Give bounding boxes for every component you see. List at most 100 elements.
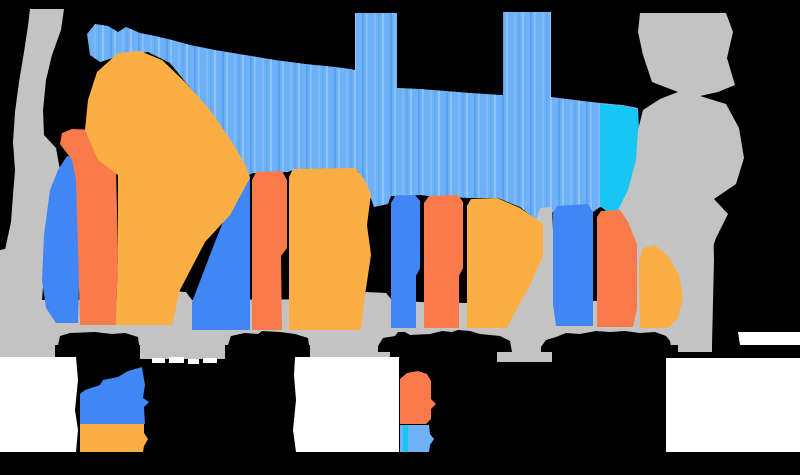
trend-streak bbox=[530, 12, 532, 240]
legend-swatch-blue[interactable] bbox=[80, 367, 149, 424]
trend-streak bbox=[282, 12, 284, 240]
trend-streak bbox=[234, 12, 236, 240]
bar-amber-group-1[interactable] bbox=[85, 51, 250, 325]
trend-streak bbox=[270, 12, 272, 240]
bar-orange-group-1[interactable] bbox=[60, 129, 118, 325]
white-dash bbox=[169, 357, 184, 363]
trend-streak bbox=[450, 12, 452, 240]
trend-streak bbox=[286, 12, 288, 240]
x-label-blob-3 bbox=[378, 330, 512, 352]
trend-streak bbox=[314, 12, 316, 240]
bar-amber-group-4[interactable] bbox=[639, 245, 683, 328]
trend-streak bbox=[550, 12, 552, 240]
x-axis-labels bbox=[58, 330, 672, 352]
trend-streak bbox=[346, 12, 348, 240]
trend-streak bbox=[362, 12, 364, 240]
trend-streak bbox=[250, 12, 252, 240]
trend-streak bbox=[594, 12, 596, 240]
trend-streak bbox=[390, 12, 392, 240]
trend-streak bbox=[290, 12, 292, 240]
trend-streak bbox=[470, 12, 472, 240]
bar-blue-group-4[interactable] bbox=[553, 204, 593, 326]
trend-streak bbox=[302, 12, 304, 240]
trend-streak bbox=[226, 12, 228, 240]
trend-streak bbox=[338, 12, 340, 240]
bar-blue-group-2[interactable] bbox=[192, 174, 250, 330]
trend-streak bbox=[566, 12, 568, 240]
legend-swatch-amber[interactable] bbox=[80, 424, 148, 452]
x-label-blob-2 bbox=[228, 331, 310, 352]
white-dash bbox=[152, 358, 165, 363]
trend-streak bbox=[422, 12, 424, 240]
bar-orange-group-3[interactable] bbox=[424, 195, 463, 328]
bar-blue-group-3[interactable] bbox=[391, 195, 420, 328]
trend-streak bbox=[330, 12, 332, 240]
x-label-blob-4 bbox=[541, 331, 672, 352]
white-background-patches bbox=[0, 332, 800, 452]
trend-streak bbox=[230, 12, 232, 240]
trend-streak bbox=[466, 12, 468, 240]
trend-streak bbox=[506, 12, 508, 240]
white-patch-middle bbox=[293, 357, 399, 452]
trend-streak bbox=[358, 12, 360, 240]
trend-streak bbox=[546, 12, 548, 240]
trend-streak bbox=[518, 12, 520, 240]
trend-streak bbox=[542, 12, 544, 240]
trend-streak bbox=[410, 12, 412, 240]
trend-streak bbox=[342, 12, 344, 240]
legend bbox=[80, 367, 436, 452]
trend-streak bbox=[474, 12, 476, 240]
white-patch-right bbox=[666, 358, 800, 452]
white-dash bbox=[188, 359, 199, 364]
legend-swatch-lightblue[interactable] bbox=[400, 425, 434, 452]
baseline-floor-strip bbox=[0, 170, 714, 345]
trend-streak bbox=[490, 12, 492, 240]
trend-streak bbox=[458, 12, 460, 240]
legend-swatch-cyan-stripe bbox=[403, 425, 408, 452]
legend-swatch-orange[interactable] bbox=[400, 371, 436, 424]
trend-streak bbox=[310, 12, 312, 240]
trend-streak bbox=[318, 12, 320, 240]
bar-series-group bbox=[42, 51, 683, 330]
bar-amber-group-3[interactable] bbox=[467, 198, 543, 328]
trend-streak bbox=[374, 12, 376, 240]
trend-streak bbox=[298, 12, 300, 240]
floor-tab bbox=[140, 345, 225, 359]
trend-streak bbox=[418, 12, 420, 240]
bar-amber-group-2[interactable] bbox=[289, 168, 371, 330]
trend-streak bbox=[306, 12, 308, 240]
trend-streak bbox=[294, 12, 296, 240]
trend-streak bbox=[242, 12, 244, 240]
trend-streak bbox=[590, 12, 592, 240]
trend-streak bbox=[570, 12, 572, 240]
trend-streak bbox=[534, 12, 536, 240]
trend-streak bbox=[478, 12, 480, 240]
trend-streak bbox=[562, 12, 564, 240]
trend-streak bbox=[498, 12, 500, 240]
trend-streak bbox=[526, 12, 528, 240]
trend-streak bbox=[366, 12, 368, 240]
floor-tab bbox=[678, 345, 712, 352]
white-patch-left bbox=[0, 357, 78, 452]
trend-streak bbox=[426, 12, 428, 240]
trend-streak bbox=[334, 12, 336, 240]
trend-streak bbox=[430, 12, 432, 240]
bar-blue-group-1[interactable] bbox=[42, 156, 80, 323]
trend-streak bbox=[482, 12, 484, 240]
trend-streak bbox=[574, 12, 576, 240]
trend-streak bbox=[322, 12, 324, 240]
trend-streak bbox=[454, 12, 456, 240]
trend-streak bbox=[414, 12, 416, 240]
trend-streak bbox=[350, 12, 352, 240]
trend-streak bbox=[378, 12, 380, 240]
trend-streak bbox=[578, 12, 580, 240]
trend-streak bbox=[538, 12, 540, 240]
floor-tab bbox=[310, 345, 390, 357]
trend-streak bbox=[254, 12, 256, 240]
bar-orange-group-2[interactable] bbox=[252, 171, 287, 330]
trend-streak bbox=[394, 12, 396, 240]
white-dash bbox=[203, 358, 217, 363]
trend-streak bbox=[510, 12, 512, 240]
bar-orange-group-4[interactable] bbox=[597, 210, 637, 327]
